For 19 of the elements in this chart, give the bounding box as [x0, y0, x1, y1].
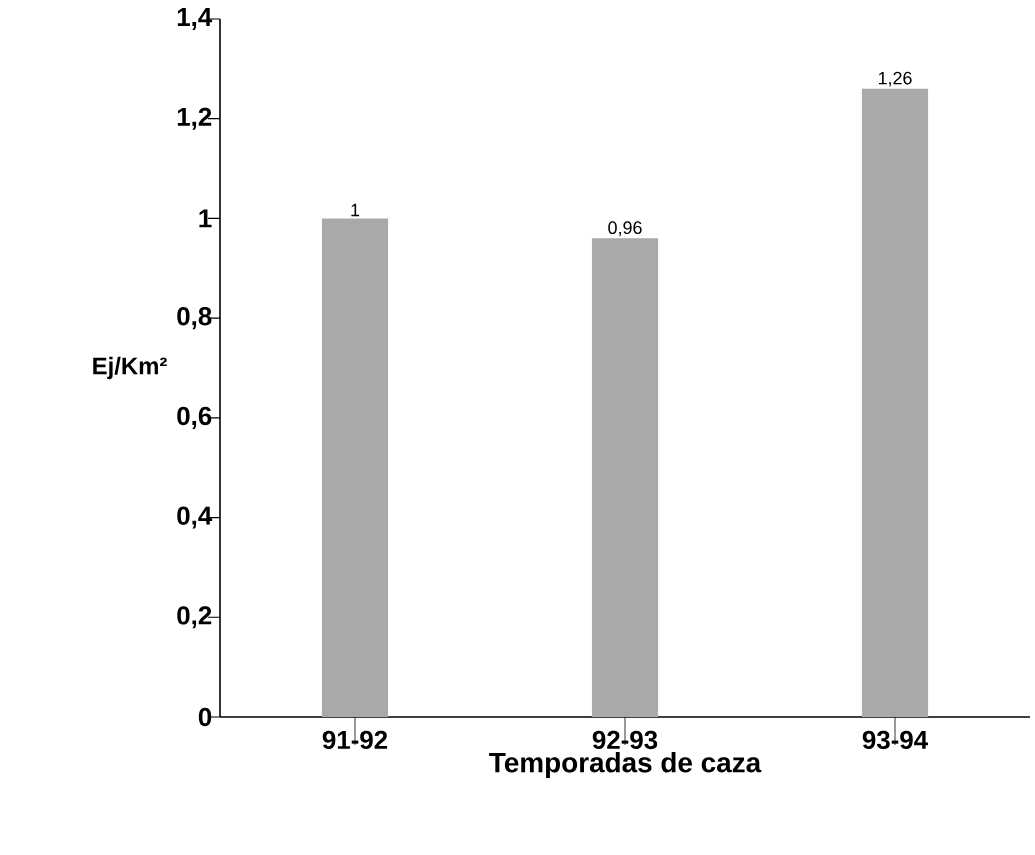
bar: [861, 88, 929, 717]
x-tick-label: 91-92: [322, 730, 388, 750]
data-label: 1: [351, 203, 360, 217]
x-tick-label: 93-94: [862, 730, 928, 750]
y-axis-title: Ej/Km²: [93, 356, 167, 380]
y-tick-label: 0: [198, 707, 212, 727]
y-tick-label: 0,2: [177, 606, 212, 629]
y-tick-label: 0,6: [177, 406, 212, 429]
data-label: 0,96: [608, 221, 642, 237]
y-tick-label: 0,8: [177, 307, 212, 330]
y-tick-label: 0,4: [177, 506, 213, 529]
y-tick-label: 1,4: [177, 8, 213, 30]
y-tick-label: 1,2: [177, 107, 212, 130]
x-tick-label: 92-93: [592, 730, 658, 750]
bar: [591, 238, 659, 717]
x-axis-title: Temporadas de caza: [489, 751, 762, 778]
bar: [321, 218, 389, 717]
data-label: 1,26: [878, 71, 912, 87]
y-tick-label: 1: [199, 209, 212, 228]
